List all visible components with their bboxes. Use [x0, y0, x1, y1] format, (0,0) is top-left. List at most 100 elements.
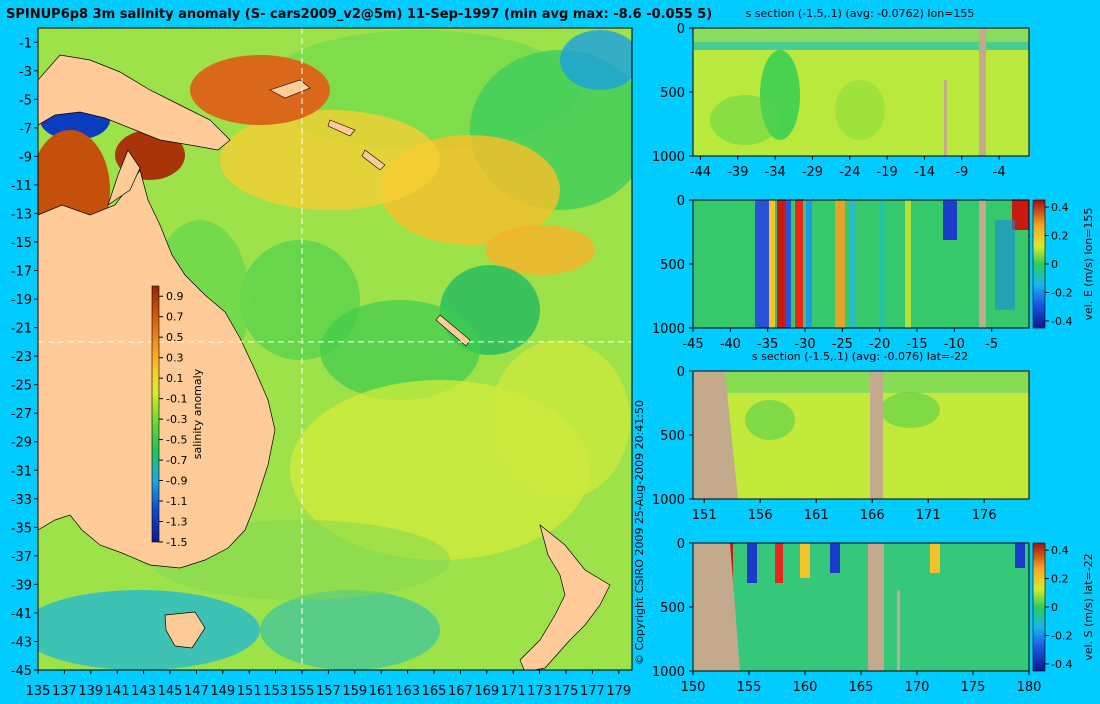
map-x-tick-label: 161 [369, 684, 394, 699]
land-new-guinea [38, 54, 231, 151]
map-x-axis: 135 137 139 141 143 145 147 149 151 153 155 157 159 1… [26, 670, 631, 699]
map-y-tick-label: -23 [11, 350, 32, 365]
section-y-tick-label: 0 [677, 22, 685, 37]
copyright-text: © Copyright CSIRO 2009 25-Aug-2009 20:41… [633, 400, 646, 665]
section-x-tick-label: -39 [727, 165, 748, 180]
map-y-tick-label: -17 [11, 265, 32, 280]
section-x-tick-label: 171 [916, 508, 941, 523]
velocity-colorbar-tick-label: 0.2 [1051, 230, 1069, 243]
velocity-colorbar-tick-label: -0.4 [1051, 658, 1072, 671]
section-x-tick-label: -14 [914, 165, 935, 180]
map-colorbar-tick-label: -0.3 [166, 413, 187, 426]
map-x-tick-label: 149 [210, 684, 235, 699]
section-x-tick-label: 180 [1017, 680, 1042, 695]
map-y-tick-label: -35 [11, 521, 32, 536]
map-y-tick-label: -37 [11, 550, 32, 565]
section-x-tick-label: -5 [985, 337, 998, 352]
map-colorbar-tick-label: -0.5 [166, 434, 187, 447]
velocity-colorbar-tick-label: 0.2 [1051, 573, 1069, 586]
section-x-tick-label: -20 [869, 337, 890, 352]
map-y-tick-label: -31 [11, 464, 32, 479]
map-x-tick-label: 139 [78, 684, 103, 699]
map-y-axis: -1 -3 -5 -7 -9 -11 -13 -15 -17 -19 -21 -23 -25 -27 -29… [11, 36, 38, 679]
map-y-tick-label: -13 [11, 207, 32, 222]
section4-colorbar-label: vel. S (m/s) lat=-22 [1082, 553, 1095, 660]
section2-plot [693, 200, 1029, 328]
section-x-tick-label: 170 [905, 680, 930, 695]
section-x-tick-label: -29 [802, 165, 823, 180]
map-y-tick-label: -33 [11, 493, 32, 508]
map-x-tick-label: 157 [316, 684, 341, 699]
section-y-tick-label: 500 [660, 429, 685, 444]
salinity-map [38, 28, 632, 670]
land-tasmania [164, 611, 206, 649]
map-x-tick-label: 151 [237, 684, 262, 699]
section3-plot [693, 371, 1029, 499]
map-y-tick-label: -39 [11, 578, 32, 593]
section-x-tick-label: 175 [961, 680, 986, 695]
section-x-tick-label: -10 [944, 337, 965, 352]
velocity-colorbar-tick-label: 0.4 [1051, 544, 1069, 557]
section-x-tick-label: -35 [757, 337, 778, 352]
map-y-tick-label: -45 [11, 664, 32, 679]
section-x-tick-label: -25 [832, 337, 853, 352]
section-x-tick-label: -4 [993, 165, 1006, 180]
map-frame [37, 27, 633, 671]
map-colorbar-tick-label: 0.7 [166, 311, 184, 324]
map-colorbar-tick-label: 0.9 [166, 290, 184, 303]
map-y-tick-label: -41 [11, 607, 32, 622]
map-colorbar-tick-label: 0.5 [166, 331, 184, 344]
velocity-colorbar-tick-label: -0.2 [1051, 286, 1072, 299]
map-y-tick-label: -11 [11, 179, 32, 194]
map-x-tick-label: 165 [422, 684, 447, 699]
section2-axes: -45 -40 -35 -30 -25 -20 -15 -10 -5 0 500 1000 [652, 194, 998, 352]
map-y-tick-label: -15 [11, 236, 32, 251]
map-y-tick-label: -1 [19, 36, 32, 51]
map-y-tick-label: -27 [11, 407, 32, 422]
section-y-tick-label: 1000 [652, 322, 685, 337]
velocity-colorbar-tick-label: -0.4 [1051, 315, 1072, 328]
map-colorbar-label: salinity anomaly [191, 368, 204, 459]
section-x-tick-label: 176 [972, 508, 997, 523]
map-colorbar-tick-label: 0.3 [166, 352, 184, 365]
section2-colorbar-label: vel. E (m/s) lon=155 [1082, 208, 1095, 321]
map-colorbar-tick-label: -1.1 [166, 495, 187, 508]
section-y-tick-label: 1000 [652, 493, 685, 508]
map-y-tick-label: -3 [19, 65, 32, 80]
map-y-tick-label: -43 [11, 635, 32, 650]
velocity-colorbar-tick-label: 0.4 [1051, 201, 1069, 214]
map-y-tick-label: -21 [11, 322, 32, 337]
section-x-tick-label: -34 [765, 165, 786, 180]
section-y-tick-label: 0 [677, 194, 685, 209]
section-x-tick-label: -45 [682, 337, 703, 352]
map-colorbar-tick-label: 0.1 [166, 372, 184, 385]
section-x-tick-label: 160 [793, 680, 818, 695]
section-x-tick-label: -19 [877, 165, 898, 180]
map-y-tick-label: -7 [19, 122, 32, 137]
section-y-tick-label: 500 [660, 258, 685, 273]
section1-title: s section (-1.5,.1) (avg: -0.0762) lon=1… [746, 7, 975, 20]
map-y-tick-label: -25 [11, 379, 32, 394]
section-x-tick-label: -30 [794, 337, 815, 352]
map-colorbar-tick-label: -1.3 [166, 516, 187, 529]
section-x-tick-label: 150 [681, 680, 706, 695]
section-y-tick-label: 500 [660, 601, 685, 616]
section-y-tick-label: 1000 [652, 665, 685, 680]
map-colorbar: 0.9 0.7 0.5 0.3 0.1 -0.1 -0.3 -0.5 -0.7 -0.9 -1.1 -… [151, 285, 204, 549]
section-x-tick-label: -9 [955, 165, 968, 180]
map-x-tick-label: 167 [448, 684, 473, 699]
map-x-tick-label: 147 [184, 684, 209, 699]
map-colorbar-tick-label: -1.5 [166, 536, 187, 549]
velocity-colorbar-tick-label: 0 [1051, 258, 1058, 271]
section4-colorbar: 0.4 0.2 0 -0.2 -0.4 vel. S (m/s) lat=-22 [1032, 542, 1095, 672]
section2-colorbar: 0.4 0.2 0 -0.2 -0.4 vel. E (m/s) lon=155 [1032, 199, 1095, 329]
section-x-tick-label: 161 [804, 508, 829, 523]
map-x-tick-label: 135 [26, 684, 51, 699]
map-y-tick-label: -29 [11, 436, 32, 451]
map-colorbar-tick-label: -0.1 [166, 393, 187, 406]
map-colorbar-tick-label: -0.7 [166, 454, 187, 467]
land-new-zealand [519, 524, 611, 670]
section-x-tick-label: 156 [748, 508, 773, 523]
map-colorbar-tick-label: -0.9 [166, 475, 187, 488]
